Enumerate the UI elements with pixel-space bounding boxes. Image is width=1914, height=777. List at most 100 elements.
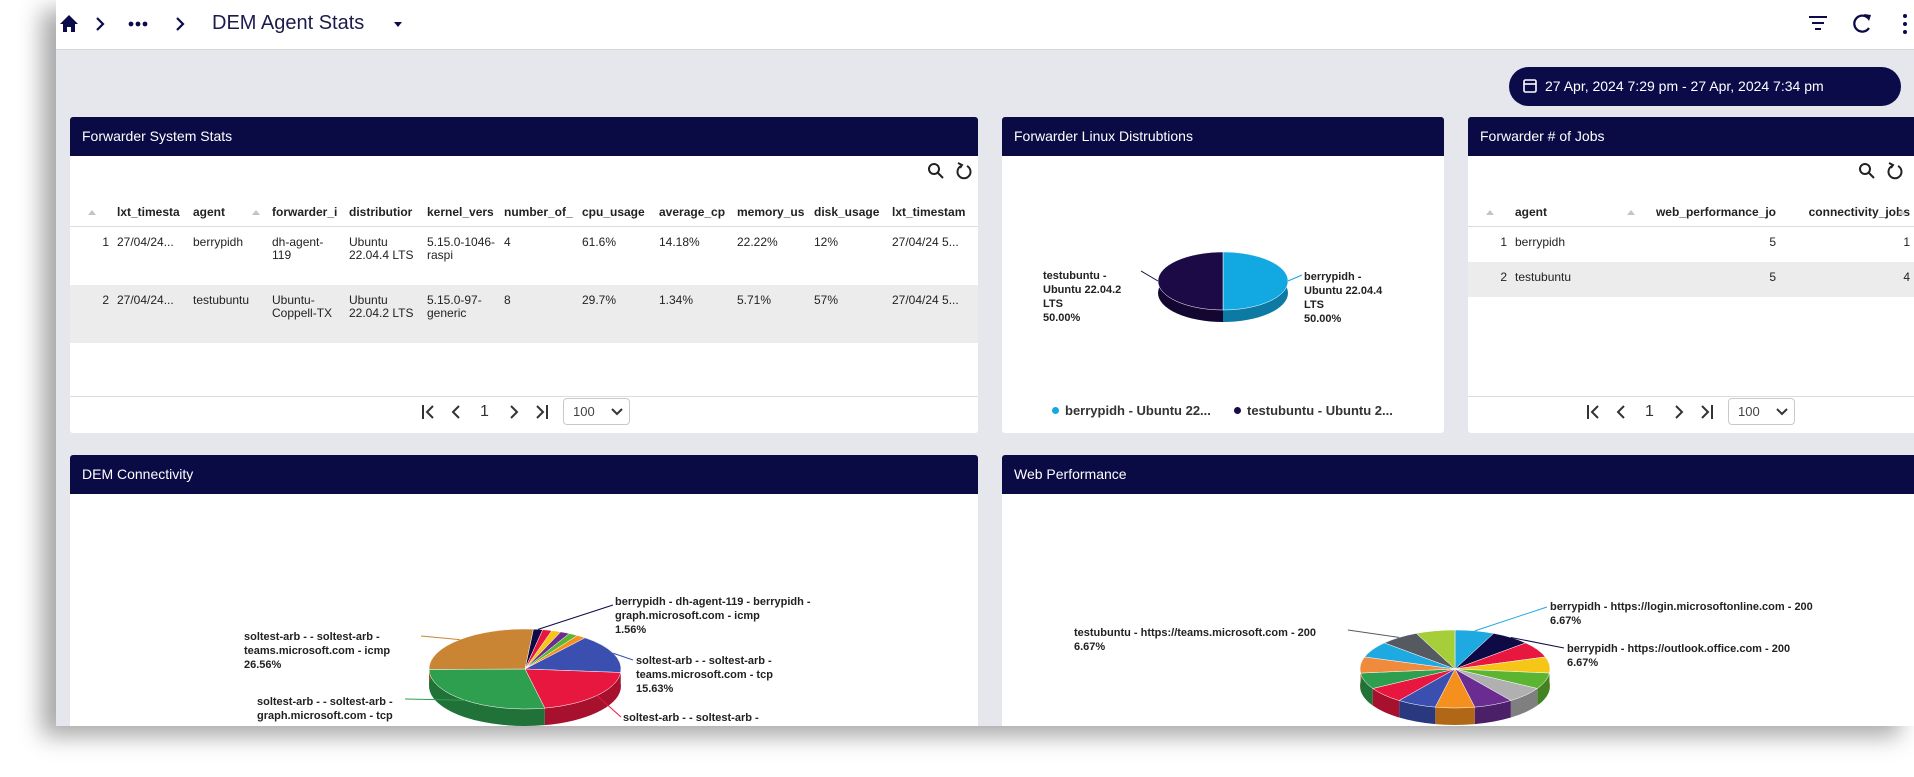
leader-line (1510, 636, 1565, 649)
select-caret (1776, 408, 1788, 416)
table-cell: 27/04/24 5... (892, 293, 959, 307)
table-cell: 4 (1903, 270, 1910, 284)
leader-line (1474, 606, 1548, 632)
pie-slice-side (544, 672, 621, 726)
legend-label: testubuntu - Ubuntu 2... (1247, 403, 1393, 418)
column-header[interactable]: number_of_ (504, 205, 573, 219)
home-icon[interactable] (60, 15, 78, 32)
last-page[interactable] (536, 405, 548, 419)
panel-title: Forwarder # of Jobs (1468, 117, 1914, 156)
column-header[interactable]: lxt_timesta (117, 205, 180, 219)
search-handle (1868, 172, 1875, 179)
table-cell: 8 (504, 293, 511, 307)
legend-marker (1234, 407, 1241, 414)
first-page[interactable] (422, 405, 434, 419)
table-cell: 5.15.0-97-generic (427, 293, 482, 320)
pie-slice-side (429, 669, 545, 726)
select-caret (611, 408, 623, 416)
filter-icon[interactable] (1809, 16, 1827, 30)
sort-icon (252, 210, 260, 215)
next-page[interactable] (1675, 405, 1684, 419)
date-range-picker[interactable]: 27 Apr, 2024 7:29 pm - 27 Apr, 2024 7:34… (1509, 67, 1901, 106)
page-number: 1 (1645, 403, 1654, 420)
column-header[interactable]: lxt_timestam (892, 205, 966, 219)
reset-icon[interactable] (1887, 162, 1903, 180)
slice-name: testubuntu - https://teams.microsoft.com… (1074, 627, 1317, 639)
first-page[interactable] (1587, 405, 1599, 419)
reset-arc (1887, 165, 1903, 180)
column-header[interactable]: web_performance_jo (1655, 205, 1776, 219)
table-cell: berrypidh (1515, 235, 1566, 249)
leader-line (537, 604, 614, 630)
column-header[interactable]: forwarder_i (272, 205, 338, 219)
slice-name: berrypidh - dh-agent-119 - berrypidh - g… (615, 596, 811, 622)
slice-percent: 1.56% (615, 624, 647, 636)
column-header[interactable]: connectivity_jobs (1808, 205, 1910, 219)
reset-arrow (1888, 162, 1895, 169)
table-cell: Ubuntu 22.04.4 LTS (349, 235, 414, 262)
pie-chart (404, 604, 634, 726)
legend-item[interactable]: berrypidh - Ubuntu 22... (1052, 403, 1211, 418)
kebab-icon[interactable] (1903, 14, 1907, 34)
reset-arc (956, 165, 972, 180)
page-size-select[interactable]: 100 (1728, 398, 1795, 425)
row-number-header (1468, 199, 1511, 226)
top-bar-icons (60, 14, 1907, 34)
table-toolbar (928, 162, 972, 180)
sort-icon (88, 210, 96, 215)
page-number: 1 (480, 403, 489, 420)
reset-icon[interactable] (956, 162, 972, 180)
column-header[interactable]: agent (1511, 199, 1643, 226)
breadcrumb-chevron (176, 17, 185, 31)
column-header[interactable]: cpu_usage (582, 205, 645, 219)
page-size-select[interactable]: 100 (563, 398, 630, 425)
table-header: lxt_timesta agent forwarder_i distributior k… (70, 199, 978, 227)
more-icon[interactable] (128, 21, 148, 27)
refresh-icon[interactable] (1853, 14, 1871, 33)
last-page[interactable] (1701, 405, 1713, 419)
slice-percent: 6.67% (1550, 615, 1582, 627)
pie-slice-side (1510, 688, 1538, 718)
previous-page[interactable] (451, 405, 460, 419)
table-cell: Ubuntu-Coppell-TX (272, 293, 333, 320)
pie-slice (1415, 629, 1456, 670)
table-cell: dh-agent-119 (272, 235, 324, 262)
legend-item[interactable]: testubuntu - Ubuntu 2... (1234, 403, 1393, 418)
previous-page[interactable] (1616, 405, 1625, 419)
sort-icon (1486, 210, 1494, 215)
column-header[interactable]: agent (189, 199, 268, 226)
column-header[interactable]: disk_usage (814, 205, 880, 219)
search-icon[interactable] (1859, 163, 1875, 179)
pie-slice-side (1537, 673, 1550, 706)
reset-arrow (957, 162, 964, 169)
search-icon[interactable] (928, 163, 944, 179)
search-glass (928, 163, 940, 175)
pie-slice (524, 637, 622, 673)
column-header[interactable]: average_cp (659, 205, 726, 219)
title-dropdown[interactable] (394, 22, 402, 27)
slice-label: berrypidh - Ubuntu 22.04.4 LTS 50.00% (1304, 270, 1399, 326)
column-header[interactable]: kernel_vers (427, 205, 494, 219)
table-cell: 22.22% (737, 235, 778, 249)
slice-percent: 50.00% (1043, 312, 1081, 324)
slice-percent: 6.67% (1567, 657, 1599, 669)
column-header[interactable]: distributior (349, 205, 413, 219)
table-cell: berrypidh (193, 235, 244, 249)
page-title[interactable]: DEM Agent Stats (212, 12, 365, 34)
slice-label: testubuntu - Ubuntu 22.04.2 LTS 50.00% (1043, 269, 1138, 325)
page-size: 100 (573, 404, 595, 419)
table-cell: 12% (814, 235, 839, 249)
leader-line (420, 635, 460, 641)
pie-slice-side (1372, 688, 1400, 718)
slice-percent: 6.67% (1074, 641, 1106, 653)
column-header[interactable]: memory_us (737, 205, 805, 219)
table-cell: 5 (1769, 270, 1776, 284)
next-page[interactable] (510, 405, 519, 419)
pie-slice (1222, 251, 1289, 311)
pie-slice-side (1399, 700, 1436, 725)
table-cell: 27/04/24... (117, 235, 174, 249)
pie-chart (1347, 606, 1565, 725)
pie-slice (428, 668, 546, 710)
pie-slice-side (1474, 700, 1511, 725)
leader-line (1140, 270, 1159, 282)
